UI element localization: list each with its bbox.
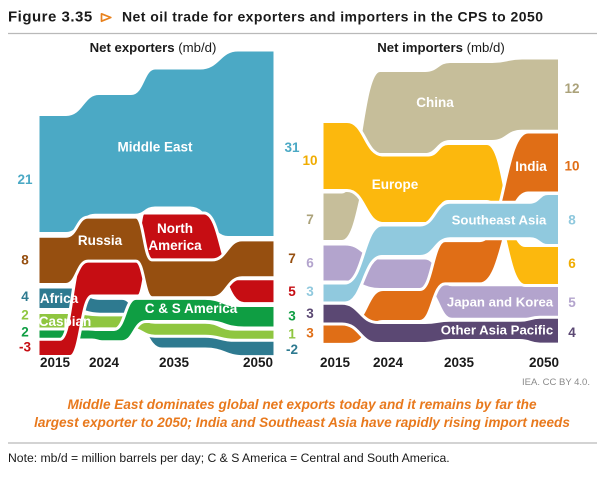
svg-text:C & S America: C & S America [145, 301, 238, 316]
svg-text:2035: 2035 [159, 355, 190, 370]
svg-text:-3: -3 [19, 340, 31, 355]
svg-text:2024: 2024 [89, 355, 120, 370]
svg-text:4: 4 [568, 325, 576, 340]
svg-text:2035: 2035 [444, 355, 475, 370]
svg-text:10: 10 [302, 153, 317, 168]
svg-text:8: 8 [568, 213, 576, 228]
svg-text:Net oil trade for exporters an: Net oil trade for exporters and importer… [122, 9, 543, 25]
svg-text:2015: 2015 [320, 355, 351, 370]
svg-text:Southeast Asia: Southeast Asia [452, 213, 547, 228]
svg-text:8: 8 [21, 253, 29, 268]
svg-text:Other Asia Pacific: Other Asia Pacific [441, 323, 553, 338]
svg-text:2: 2 [21, 325, 29, 340]
svg-text:4: 4 [21, 289, 29, 304]
svg-text:IEA. CC BY 4.0.: IEA. CC BY 4.0. [522, 377, 590, 388]
svg-text:Caspian: Caspian [39, 314, 92, 329]
svg-text:India: India [515, 159, 547, 174]
svg-text:Japan and Korea: Japan and Korea [447, 295, 554, 310]
svg-text:5: 5 [568, 295, 576, 310]
svg-text:3: 3 [288, 309, 296, 324]
svg-text:Middle East: Middle East [117, 140, 193, 155]
svg-text:3: 3 [306, 306, 314, 321]
svg-text:2050: 2050 [243, 355, 273, 370]
svg-text:3: 3 [306, 326, 314, 341]
svg-text:3: 3 [306, 284, 314, 299]
svg-text:Net exporters (mb/d): Net exporters (mb/d) [90, 40, 217, 55]
svg-text:Middle East dominates global n: Middle East dominates global net exports… [67, 397, 537, 412]
svg-text:12: 12 [564, 81, 579, 96]
svg-text:China: China [416, 95, 454, 110]
svg-text:6: 6 [568, 256, 576, 271]
svg-text:6: 6 [306, 256, 314, 271]
svg-text:7: 7 [306, 212, 314, 227]
svg-text:North: North [157, 221, 193, 236]
svg-text:7: 7 [288, 251, 296, 266]
svg-text:Africa: Africa [40, 291, 79, 306]
svg-text:Net importers (mb/d): Net importers (mb/d) [377, 40, 505, 55]
svg-text:America: America [148, 238, 202, 253]
svg-text:1: 1 [288, 327, 296, 342]
svg-text:Europe: Europe [372, 177, 419, 192]
svg-text:-2: -2 [286, 342, 298, 357]
svg-text:2050: 2050 [529, 355, 559, 370]
svg-text:Note: mb/d = million barrels p: Note: mb/d = million barrels per day; C … [8, 451, 450, 465]
svg-text:2024: 2024 [373, 355, 404, 370]
svg-text:10: 10 [564, 159, 579, 174]
svg-text:31: 31 [284, 140, 300, 155]
svg-text:Russia: Russia [78, 233, 123, 248]
svg-text:Figure 3.35: Figure 3.35 [8, 9, 93, 26]
svg-text:5: 5 [288, 284, 296, 299]
svg-text:2015: 2015 [40, 355, 71, 370]
svg-text:2: 2 [21, 308, 29, 323]
svg-text:largest exporter to 2050; Indi: largest exporter to 2050; India and Sout… [34, 415, 570, 430]
svg-text:21: 21 [17, 172, 33, 187]
